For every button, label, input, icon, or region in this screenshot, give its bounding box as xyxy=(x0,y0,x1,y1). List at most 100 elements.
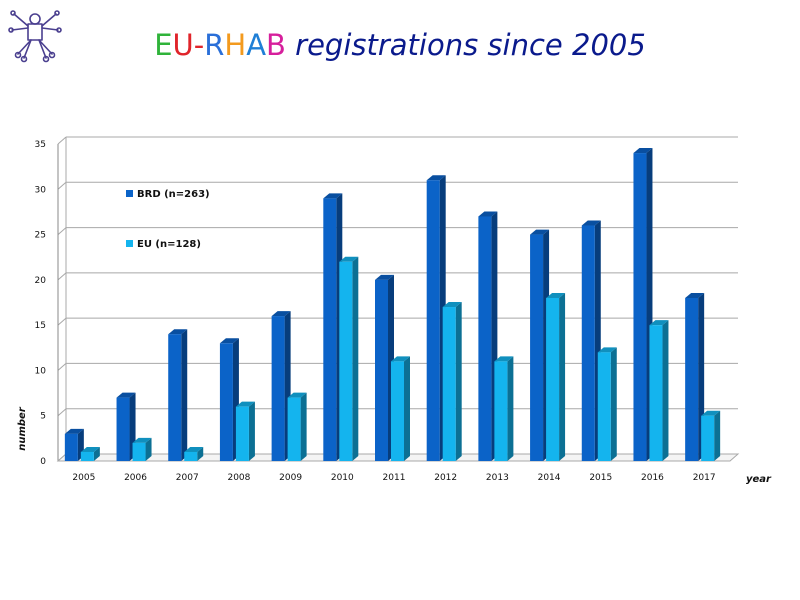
bar-eu xyxy=(546,297,560,461)
bar-top xyxy=(287,392,307,398)
x-tick-label: 2009 xyxy=(279,473,302,483)
x-tick-label: 2014 xyxy=(538,473,561,483)
title-text: registrations since 2005 xyxy=(285,28,646,62)
bar-side xyxy=(559,292,566,461)
title-acronym-letter: R xyxy=(204,28,225,62)
legend-swatch xyxy=(126,240,133,247)
bar-eu xyxy=(339,261,353,461)
bar-top xyxy=(339,256,359,262)
bar-top xyxy=(442,302,462,308)
bar-top xyxy=(375,274,394,280)
bar-top xyxy=(391,356,410,362)
bar-eu xyxy=(597,352,611,461)
y-tick-label: 5 xyxy=(40,412,46,422)
x-tick-label: 2017 xyxy=(693,473,716,483)
title-acronym: EU-RHAB xyxy=(154,28,286,62)
bar-eu xyxy=(701,415,715,461)
y-tick-label: 10 xyxy=(35,366,47,376)
gridline-depth xyxy=(57,136,67,145)
legend-label: BRD (n=263) xyxy=(137,189,210,200)
bar-top xyxy=(64,428,84,434)
x-tick-label: 2011 xyxy=(383,473,406,483)
bar-side xyxy=(300,392,307,461)
title-acronym-letter: B xyxy=(266,28,286,62)
x-tick-label: 2015 xyxy=(589,473,612,483)
bar-eu xyxy=(391,361,404,461)
bar-brd xyxy=(426,180,440,461)
bar-side xyxy=(662,320,669,461)
bar-eu xyxy=(235,406,249,461)
legend-label: EU (n=128) xyxy=(137,239,201,250)
bar-top xyxy=(323,193,343,199)
bar-top xyxy=(494,356,514,362)
gridline-depth xyxy=(57,181,67,190)
gridline-depth xyxy=(57,317,67,326)
bar-top xyxy=(633,148,653,154)
bar-top xyxy=(597,347,617,353)
bar-top xyxy=(184,446,204,452)
x-tick-label: 2006 xyxy=(124,473,147,483)
bar-brd xyxy=(633,153,647,462)
bar-side xyxy=(404,356,410,461)
bar-side xyxy=(507,356,514,461)
bar-top xyxy=(478,211,498,217)
bar-side xyxy=(93,446,100,461)
x-tick-label: 2005 xyxy=(72,473,95,483)
y-tick-label: 30 xyxy=(35,185,47,195)
bar-top xyxy=(530,229,550,235)
bar-brd xyxy=(168,334,182,461)
x-tick-label: 2016 xyxy=(641,473,664,483)
bar-side xyxy=(610,347,617,461)
gridline-depth xyxy=(57,272,67,281)
bar-eu xyxy=(287,397,301,461)
bar-eu xyxy=(494,361,508,461)
bar-top xyxy=(685,292,705,298)
bar-brd xyxy=(271,316,285,461)
bar-top xyxy=(271,311,291,317)
bar-brd xyxy=(64,433,78,461)
y-tick-label: 0 xyxy=(40,457,46,467)
bar-side xyxy=(248,401,255,461)
x-axis-label: year xyxy=(746,474,772,485)
bar-brd xyxy=(219,343,233,461)
bar-side xyxy=(145,437,152,461)
bar-top xyxy=(168,329,188,335)
bar-top xyxy=(116,392,136,398)
page-title: EU-RHAB registrations since 2005 xyxy=(0,28,800,62)
bar-side xyxy=(455,302,462,461)
x-tick-label: 2012 xyxy=(434,473,457,483)
y-tick-label: 20 xyxy=(35,276,47,286)
bar-eu xyxy=(184,451,198,461)
bar-brd xyxy=(375,279,388,461)
eu-rhab-logo xyxy=(8,10,62,63)
bar-top xyxy=(649,320,669,326)
bar-top xyxy=(235,401,255,407)
y-tick-label: 35 xyxy=(35,140,46,150)
bar-top xyxy=(132,437,152,443)
bar-brd xyxy=(116,397,130,461)
gridline-depth xyxy=(57,408,67,417)
bar-top xyxy=(80,446,100,452)
bar-top xyxy=(701,410,721,416)
x-tick-label: 2013 xyxy=(486,473,509,483)
title-acronym-letter: - xyxy=(193,28,205,62)
bar-eu xyxy=(442,307,456,461)
title-acronym-letter: A xyxy=(246,28,267,62)
bar-brd xyxy=(478,216,492,461)
bar-eu xyxy=(649,325,663,461)
bar-eu xyxy=(132,442,146,461)
bar-brd xyxy=(581,225,595,461)
x-tick-label: 2010 xyxy=(331,473,354,483)
bar-side xyxy=(714,410,721,461)
title-acronym-letter: U xyxy=(172,28,194,62)
y-axis-label: number xyxy=(17,406,28,451)
title-acronym-letter: H xyxy=(224,28,247,62)
x-tick-label: 2007 xyxy=(176,473,199,483)
y-tick-label: 25 xyxy=(35,231,46,241)
bar-side xyxy=(181,329,188,461)
y-tick-label: 15 xyxy=(35,321,46,331)
bar-side xyxy=(197,446,204,461)
bar-brd xyxy=(530,234,544,461)
bar-top xyxy=(219,338,239,344)
bar-brd xyxy=(685,297,699,461)
